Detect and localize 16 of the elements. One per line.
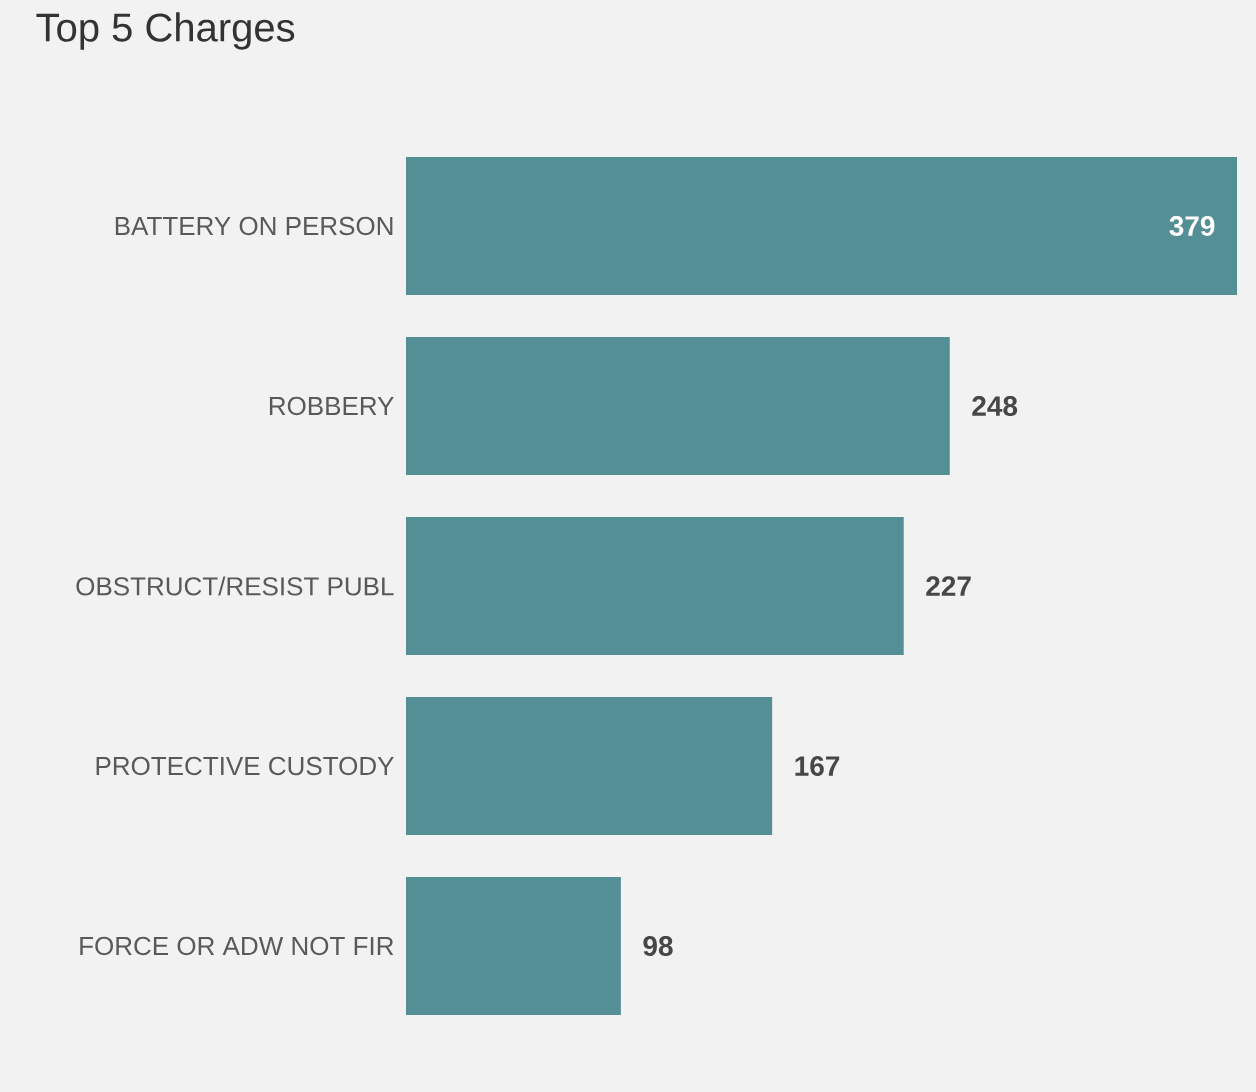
bar bbox=[406, 877, 621, 1016]
y-tick-label: FORCE OR ADW NOT FIR bbox=[80, 936, 394, 956]
chart-title: Top 5 Charges bbox=[36, 12, 295, 50]
data-label: 248 bbox=[972, 396, 1018, 416]
bar bbox=[406, 697, 773, 836]
data-label: 227 bbox=[926, 576, 971, 596]
y-tick-label: ROBBERY bbox=[269, 396, 394, 416]
data-label: 167 bbox=[795, 756, 840, 776]
y-tick-label: OBSTRUCT/RESIST PUBL bbox=[76, 576, 394, 596]
y-tick-label: BATTERY ON PERSON bbox=[115, 216, 393, 236]
bar bbox=[406, 517, 904, 656]
data-label: 98 bbox=[643, 936, 673, 956]
data-label: 379 bbox=[1169, 216, 1215, 236]
bar bbox=[406, 157, 1237, 296]
y-tick-label: PROTECTIVE CUSTODY bbox=[96, 756, 394, 776]
bar bbox=[406, 337, 950, 476]
